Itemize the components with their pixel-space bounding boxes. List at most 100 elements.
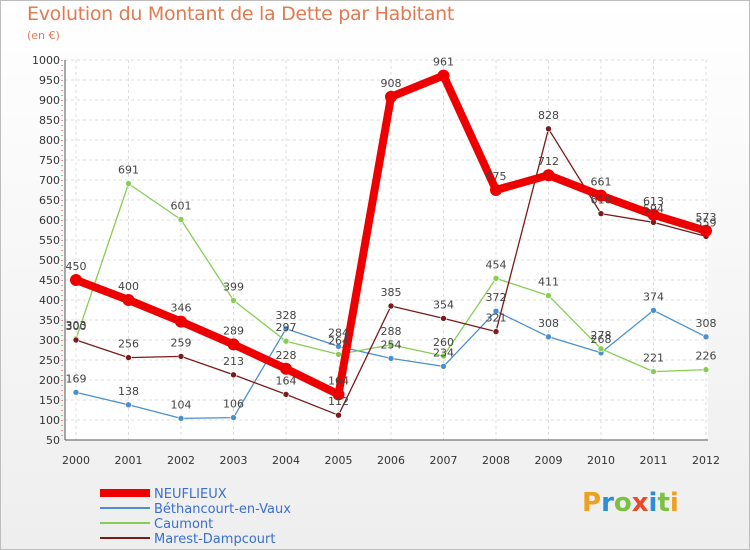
y-tick-label: 950 <box>39 74 60 87</box>
proxiti-logo: Proxiti <box>582 488 679 518</box>
logo-letter: o <box>613 488 632 518</box>
data-point <box>335 343 342 350</box>
data-point <box>595 189 607 202</box>
legend-label: Caumont <box>154 517 213 532</box>
x-tick-label: 2009 <box>535 454 563 467</box>
data-point <box>437 69 450 82</box>
data-label: 908 <box>381 77 402 90</box>
x-tick-label: 2010 <box>587 454 615 467</box>
data-point <box>125 180 132 187</box>
data-label: 213 <box>223 355 244 368</box>
data-label: 164 <box>276 374 297 387</box>
data-point <box>385 90 397 103</box>
data-label: 616 <box>591 194 612 207</box>
y-tick-label: 750 <box>39 154 60 167</box>
data-label: 234 <box>433 346 454 359</box>
data-point <box>647 208 660 221</box>
x-tick-label: 2011 <box>640 454 668 467</box>
logo-letter: P <box>582 488 602 518</box>
legend-label: Béthancourt-en-Vaux <box>154 502 291 517</box>
data-label: 691 <box>118 164 139 177</box>
data-label: 308 <box>696 317 717 330</box>
data-point <box>545 292 552 299</box>
data-point <box>650 307 657 314</box>
x-tick-label: 2012 <box>692 454 720 467</box>
y-tick-label: 100 <box>39 414 60 427</box>
data-label: 106 <box>223 398 244 411</box>
x-tick-label: 2008 <box>482 454 510 467</box>
data-point <box>700 224 712 237</box>
data-label: 259 <box>171 336 192 349</box>
y-tick-label: 600 <box>39 214 60 227</box>
data-point <box>335 411 342 419</box>
x-tick-label: 2007 <box>430 454 458 467</box>
data-point <box>545 125 552 133</box>
data-label: 278 <box>591 329 612 342</box>
data-point <box>125 401 132 409</box>
data-label: 961 <box>433 56 454 69</box>
data-point <box>492 328 500 335</box>
y-tick-label: 700 <box>39 174 60 187</box>
data-label: 675 <box>486 170 507 183</box>
x-tick-label: 2001 <box>115 454 143 467</box>
data-label: 385 <box>381 286 402 299</box>
y-tick-label: 550 <box>39 234 60 247</box>
data-label: 601 <box>171 200 192 213</box>
data-label: 260 <box>433 336 454 349</box>
data-point <box>542 169 555 182</box>
data-label: 303 <box>66 319 87 332</box>
x-tick-label: 2003 <box>220 454 248 467</box>
data-label: 321 <box>486 312 507 325</box>
y-tick-label: 900 <box>39 94 60 107</box>
data-point <box>597 210 605 217</box>
logo-letter: i <box>669 488 679 518</box>
data-label: 284 <box>328 326 349 339</box>
y-tick-label: 50 <box>46 434 60 447</box>
data-point <box>387 341 395 349</box>
data-point <box>490 184 502 196</box>
y-tick-label: 500 <box>39 254 60 267</box>
data-point <box>280 362 292 375</box>
data-label: 613 <box>643 195 664 208</box>
x-tick-label: 2006 <box>377 454 405 467</box>
data-label: 573 <box>696 211 717 224</box>
data-label: 450 <box>66 260 87 273</box>
y-tick-label: 250 <box>39 354 60 367</box>
y-tick-label: 350 <box>39 314 60 327</box>
data-point <box>177 353 185 360</box>
data-label: 268 <box>591 333 612 346</box>
data-point <box>387 302 395 310</box>
data-label: 164 <box>328 374 349 387</box>
x-tick-label: 2005 <box>325 454 353 467</box>
data-point <box>230 414 237 421</box>
data-label: 254 <box>381 338 402 351</box>
logo-letter: x <box>631 488 649 518</box>
data-point <box>650 368 657 375</box>
data-point <box>70 274 82 286</box>
data-label: 288 <box>381 325 402 338</box>
chart-title: Evolution du Montant de la Dette par Hab… <box>27 3 455 25</box>
data-point <box>177 415 185 422</box>
data-label: 828 <box>538 109 559 122</box>
data-point <box>387 355 395 362</box>
data-label: 169 <box>66 372 87 385</box>
data-point <box>597 345 605 353</box>
data-point <box>177 216 185 223</box>
data-label: 399 <box>223 280 244 293</box>
data-point <box>492 275 500 282</box>
data-label: 661 <box>591 176 612 189</box>
y-tick-label: 300 <box>39 334 60 347</box>
data-point <box>440 315 447 322</box>
y-tick-label: 650 <box>39 194 60 207</box>
y-tick-label: 400 <box>39 294 60 307</box>
data-label: 411 <box>538 276 559 289</box>
y-tick-label: 200 <box>39 374 60 387</box>
logo-letter: i <box>648 488 658 518</box>
data-label: 138 <box>118 385 139 398</box>
data-point <box>440 363 447 370</box>
legend-label: NEUFLIEUX <box>154 487 227 502</box>
data-point <box>72 389 80 396</box>
data-point <box>230 371 237 379</box>
data-label: 374 <box>643 290 664 303</box>
